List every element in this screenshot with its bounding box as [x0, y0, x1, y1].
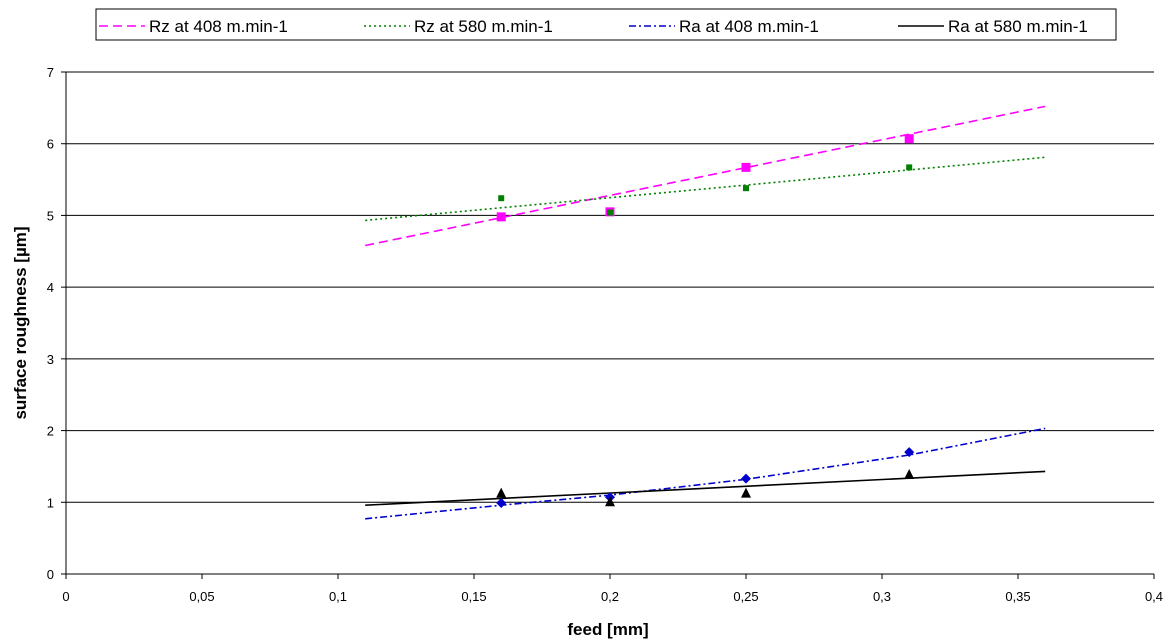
chart-legend: Rz at 408 m.min-1 Rz at 580 m.min-1 Ra at … [95, 8, 1117, 41]
data-point-s1-3 [741, 162, 751, 172]
y-tick-label: 0 [47, 567, 54, 582]
data-point-s3-1 [496, 498, 507, 509]
y-tick-label: 7 [47, 65, 54, 80]
data-point-s3-3 [741, 473, 751, 484]
data-point-s2-1 [498, 195, 505, 202]
trend-line-1 [365, 105, 1046, 247]
data-point-s1-1 [496, 212, 506, 222]
trend-line-4 [365, 470, 1046, 506]
trend-lines [365, 105, 1046, 520]
legend-box [95, 8, 1117, 41]
data-point-s4-1 [496, 487, 507, 498]
legend-label-1: Rz at 408 m.min-1 [149, 17, 288, 36]
data-point-s4-4 [904, 469, 915, 480]
trend-line-2 [365, 156, 1046, 222]
y-tick-label: 5 [47, 208, 54, 223]
data-point-s1-4 [904, 134, 914, 144]
legend-label-3: Ra at 408 m.min-1 [679, 17, 819, 36]
trend-line-3 [365, 427, 1046, 520]
y-axis-title: surface roughness [µm] [11, 226, 30, 419]
legend-label-4: Ra at 580 m.min-1 [948, 17, 1088, 36]
legend-label-2: Rz at 580 m.min-1 [414, 17, 553, 36]
y-tick-label: 6 [47, 137, 54, 152]
x-tick-label: 0 [62, 589, 69, 604]
axes: 0 1 2 3 4 5 6 7 0 0,05 0,1 0,15 0,2 0,25 0,3 0,35 0,4 [47, 65, 1163, 604]
y-tick-label: 1 [47, 495, 54, 510]
data-point-s4-3 [741, 487, 751, 498]
x-tick-label: 0,4 [1145, 589, 1163, 604]
x-tick-label: 0,2 [601, 589, 619, 604]
gridlines [66, 71, 1154, 503]
data-point-s2-4 [906, 164, 913, 171]
data-point-s4-2 [605, 496, 615, 507]
x-tick-label: 0,1 [329, 589, 347, 604]
x-tick-label: 0,3 [873, 589, 891, 604]
y-tick-label: 3 [47, 352, 54, 367]
x-tick-label: 0,15 [461, 589, 486, 604]
data-point-s2-2 [607, 209, 613, 216]
y-tick-label: 4 [47, 280, 54, 295]
x-tick-label: 0,25 [733, 589, 758, 604]
data-point-s2-3 [743, 185, 749, 192]
y-tick-label: 2 [47, 424, 54, 439]
data-points [496, 134, 915, 509]
x-tick-label: 0,05 [189, 589, 214, 604]
x-axis-title: feed [mm] [567, 620, 648, 639]
data-point-s3-4 [904, 447, 915, 458]
x-tick-label: 0,35 [1005, 589, 1030, 604]
